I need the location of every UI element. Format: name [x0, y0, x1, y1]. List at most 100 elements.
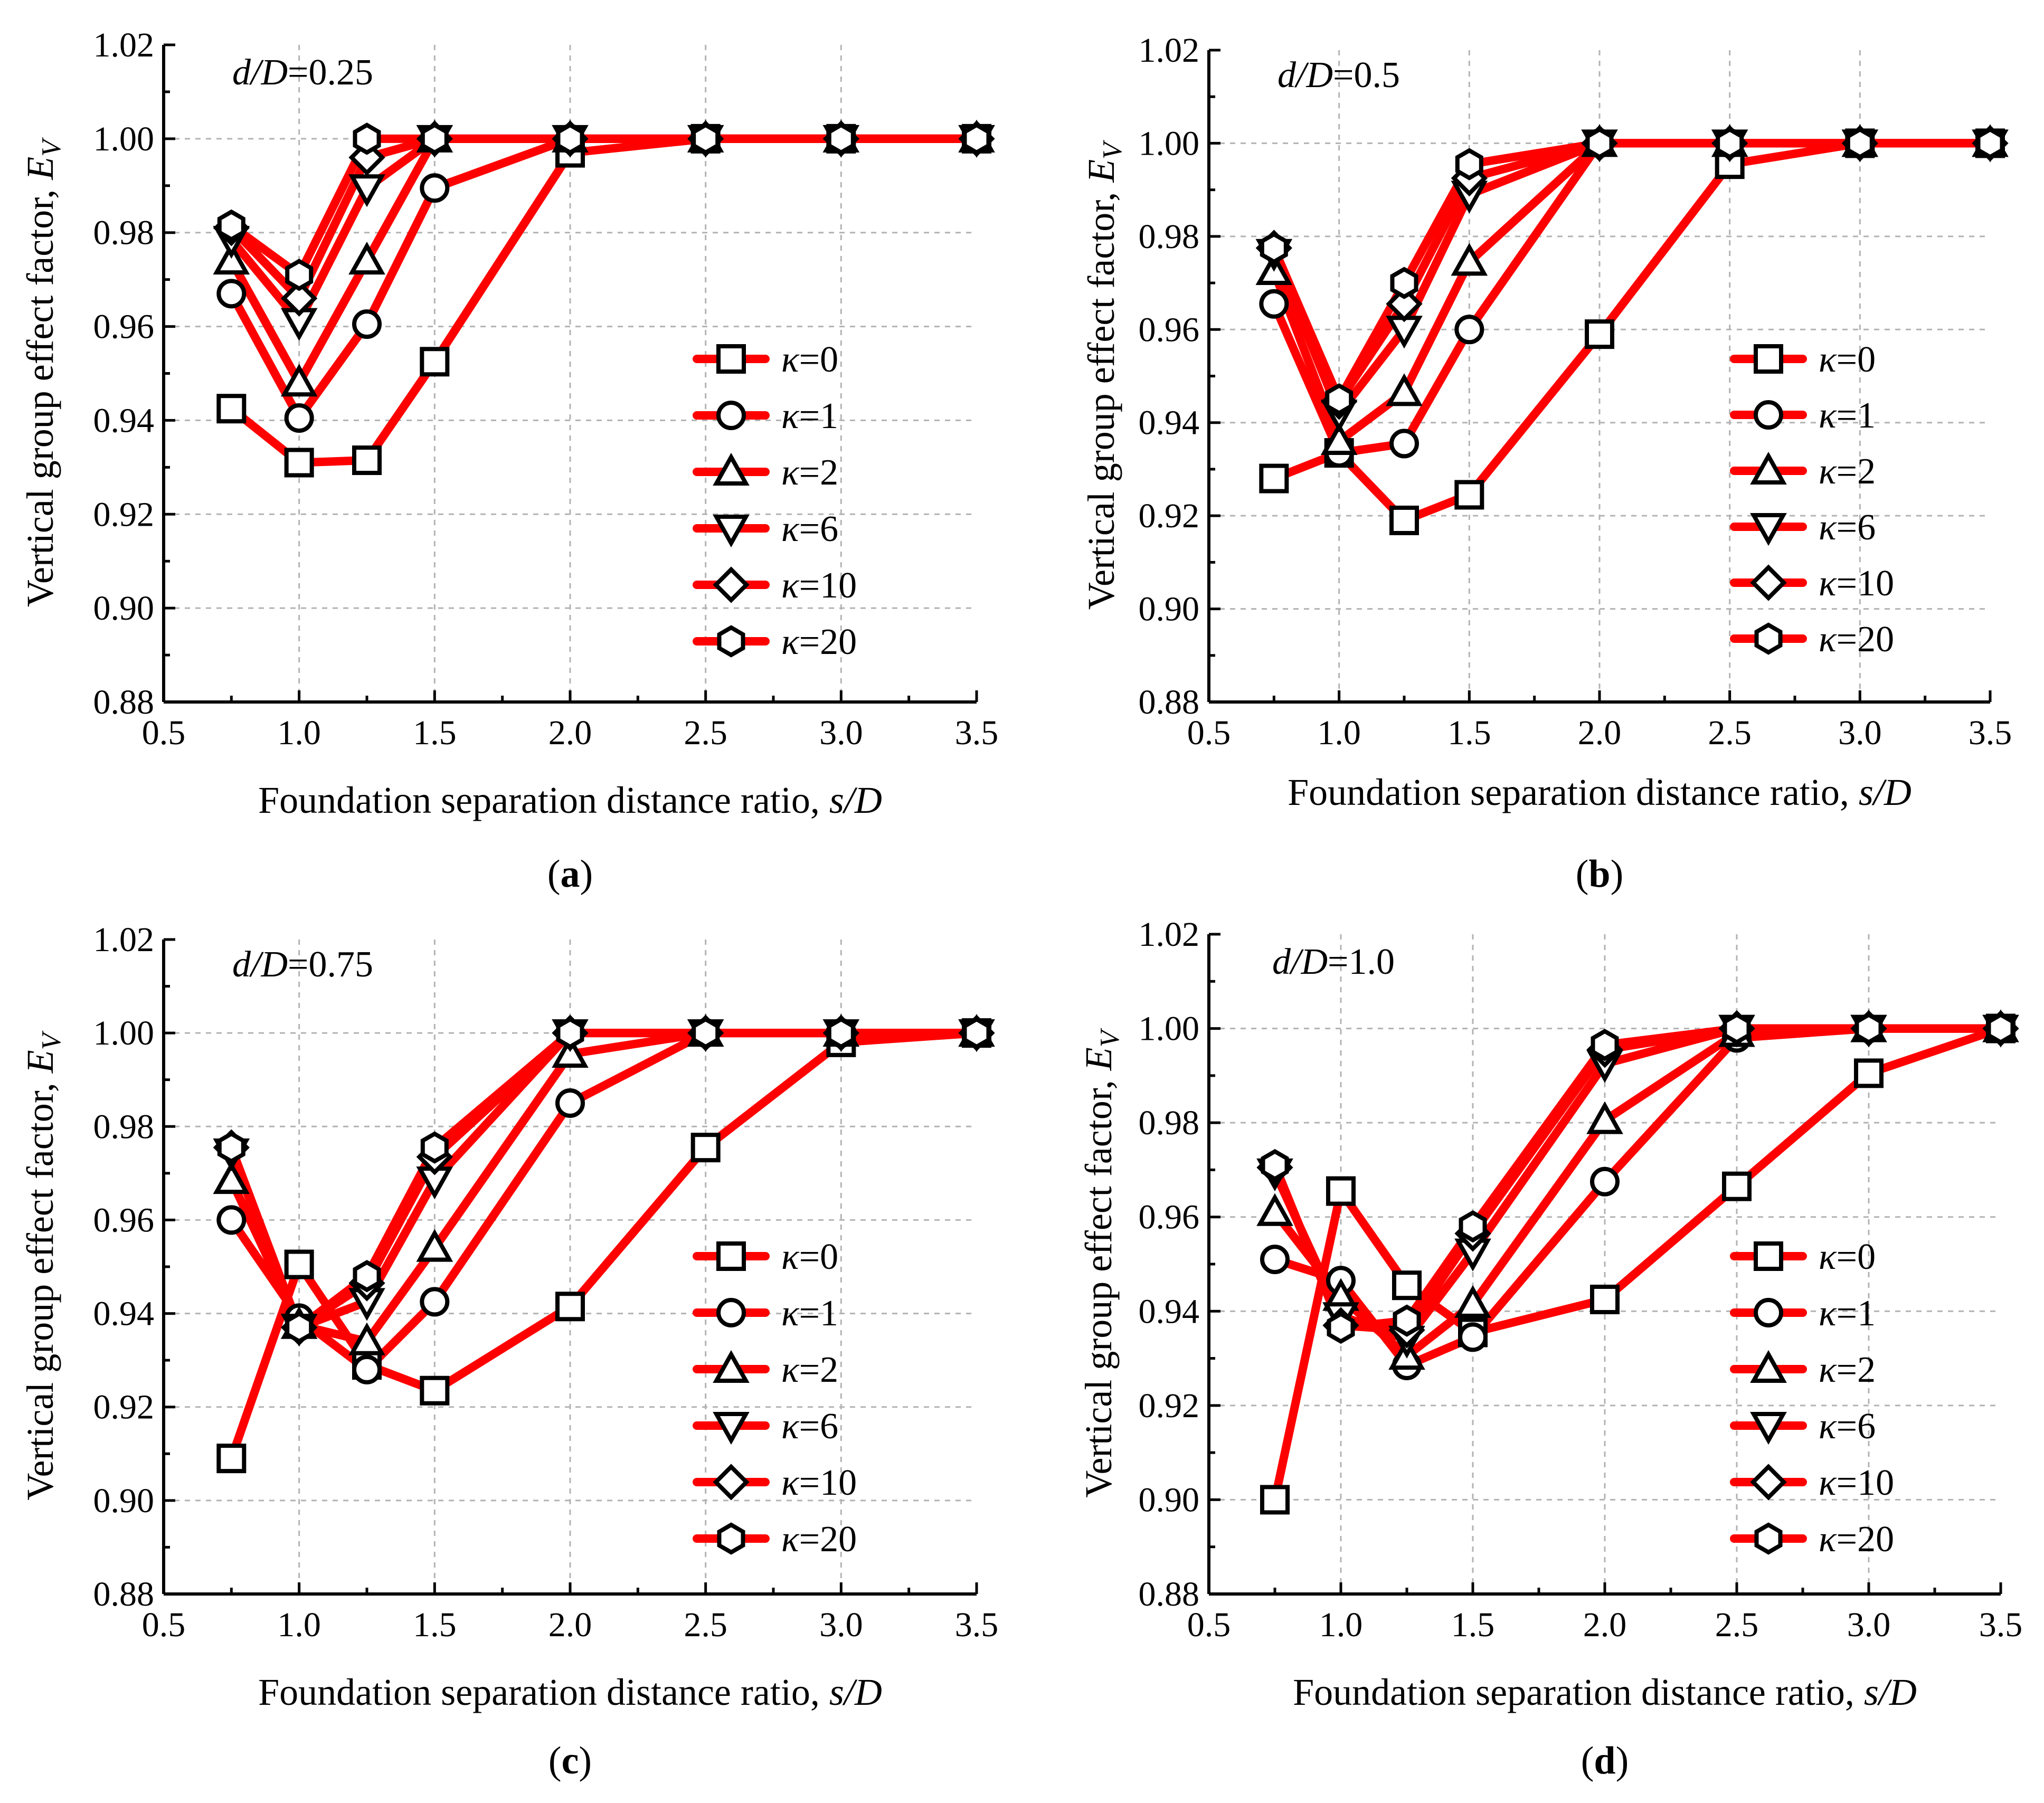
legend-marker: [1754, 400, 1783, 430]
data-point-kappa-1: [420, 1287, 450, 1317]
legend-symbol: κ: [781, 1237, 800, 1277]
data-point-kappa-1: [216, 279, 247, 309]
legend-marker: [1750, 564, 1787, 601]
x-tick-label: 1.5: [1451, 1606, 1495, 1644]
legend-symbol: κ: [781, 1293, 800, 1334]
data-point-kappa-20: [827, 122, 855, 155]
x-tick-label: 1.5: [413, 714, 457, 752]
legend-label: κ=20: [781, 622, 857, 662]
legend-label: κ=10: [781, 565, 857, 606]
legend-marker: [1750, 1464, 1787, 1501]
legend-symbol: κ: [1819, 507, 1837, 548]
data-point-kappa-1: [420, 173, 450, 203]
x-tick-label: 0.5: [142, 714, 186, 752]
x-tick-label: 2.5: [684, 1606, 727, 1644]
legend-symbol: κ: [1819, 1406, 1837, 1447]
data-point-kappa-20: [1325, 383, 1354, 416]
x-tick-label: 1.0: [1317, 714, 1361, 752]
legend-label: κ=20: [781, 1519, 857, 1560]
legend-label: κ=6: [1819, 1406, 1876, 1447]
legend-symbol: κ: [1819, 395, 1837, 436]
x-axis-title: Foundation separation distance ratio, s/…: [1288, 771, 1911, 813]
legend-marker: [1750, 1412, 1787, 1445]
y-axis-title-variable: E: [1077, 1047, 1120, 1071]
y-tick-label: 0.94: [1139, 404, 1200, 442]
data-point-kappa-0: [1854, 1058, 1884, 1088]
y-tick-label: 1.02: [1139, 31, 1200, 70]
y-tick-label: 0.96: [1139, 1198, 1200, 1237]
x-tick-label: 2.5: [1715, 1606, 1759, 1644]
annotation-value: =1.0: [1328, 942, 1395, 982]
y-axis-title: Vertical group effect factor, EV: [19, 1030, 67, 1500]
panel-annotation: d/D=0.25: [232, 52, 373, 93]
y-tick-label: 0.98: [1139, 1104, 1200, 1142]
x-tick-label: 0.5: [142, 1606, 186, 1644]
y-axis-title-text: Vertical group effect factor,: [1077, 1070, 1120, 1497]
data-point-kappa-0: [1389, 505, 1419, 535]
data-point-kappa-1: [352, 1354, 382, 1384]
y-axis-title-variable: E: [19, 1050, 61, 1074]
y-tick-label: 0.94: [1139, 1292, 1200, 1331]
legend-value: =10: [799, 565, 857, 606]
data-point-kappa-20: [285, 1311, 314, 1344]
x-axis-title: Foundation separation distance ratio, s/…: [1293, 1671, 1917, 1713]
legend-marker: [716, 344, 746, 374]
legend-symbol: κ: [1819, 1350, 1837, 1390]
x-tick-label: 3.5: [1979, 1606, 2023, 1644]
x-tick-label: 2.0: [1578, 714, 1622, 752]
legend-label: κ=10: [1819, 1463, 1894, 1503]
y-tick-label: 0.96: [1139, 310, 1200, 349]
legend-value: =6: [799, 1406, 838, 1447]
x-axis-title-variable: s/D: [1864, 1671, 1917, 1713]
panel-annotation: d/D=0.5: [1278, 55, 1400, 96]
data-point-kappa-1: [216, 1205, 247, 1235]
y-tick-label: 0.88: [1139, 1575, 1200, 1614]
legend-marker: [717, 625, 745, 658]
x-tick-label: 0.5: [1187, 714, 1231, 752]
x-tick-label: 3.5: [955, 1606, 999, 1644]
legend-label: κ=0: [781, 1237, 838, 1277]
data-point-kappa-20: [556, 122, 584, 155]
y-tick-label: 0.92: [93, 1388, 155, 1427]
x-axis-title-variable: s/D: [829, 779, 882, 821]
chart-panel-a: 0.5 1.0 1.5 2.0 2.5 3.0 3.5 0.88 0.90 0.92 0.94 0.9…: [19, 26, 998, 896]
legend-label: κ=6: [781, 1406, 838, 1447]
x-axis-title-text: Foundation separation distance ratio,: [258, 779, 829, 821]
y-tick-label: 0.92: [1139, 1387, 1200, 1425]
legend-value: =6: [799, 509, 838, 549]
annotation-variable: d/D: [1272, 942, 1328, 982]
series-line-kappa-20: [227, 134, 981, 279]
legend-label: κ=1: [781, 1293, 838, 1334]
y-tick-label: 1.02: [1139, 915, 1200, 954]
legend-marker: [713, 566, 750, 603]
annotation-value: =0.75: [288, 944, 373, 985]
data-point-kappa-20: [1846, 127, 1874, 160]
panel-annotation: d/D=0.75: [232, 944, 373, 985]
y-axis-title-variable: E: [19, 157, 61, 181]
data-point-kappa-0: [1392, 1270, 1422, 1301]
data-point-kappa-0: [216, 394, 247, 424]
panel-label-close: ): [580, 852, 593, 896]
legend-label: κ=0: [781, 339, 838, 380]
x-tick-label: 2.5: [684, 714, 727, 752]
panel-label-letter: c: [562, 1739, 579, 1782]
data-point-kappa-20: [1260, 232, 1288, 264]
x-tick-label: 1.0: [277, 714, 321, 752]
panel-label: (c): [548, 1739, 592, 1782]
data-point-kappa-1: [352, 309, 382, 339]
legend-value: =0: [1837, 1237, 1876, 1277]
x-tick-label: 3.5: [1969, 714, 2012, 752]
x-tick-label: 0.5: [1187, 1606, 1231, 1644]
legend-label: κ=6: [1819, 507, 1876, 548]
legend-symbol: κ: [781, 1463, 800, 1503]
legend-value: =1: [799, 1293, 838, 1334]
y-tick-label: 1.00: [93, 1014, 155, 1052]
panel-annotation: d/D=1.0: [1272, 942, 1395, 982]
legend-value: =0: [1837, 339, 1876, 380]
x-tick-label: 3.0: [819, 1606, 863, 1644]
x-axis-title-variable: s/D: [1859, 771, 1911, 813]
y-axis-title-text: Vertical group effect factor,: [19, 1073, 61, 1500]
y-axis-title: Vertical group effect factor, EV: [1080, 140, 1128, 610]
legend-symbol: κ: [781, 565, 800, 606]
y-tick-label: 0.92: [93, 495, 155, 534]
